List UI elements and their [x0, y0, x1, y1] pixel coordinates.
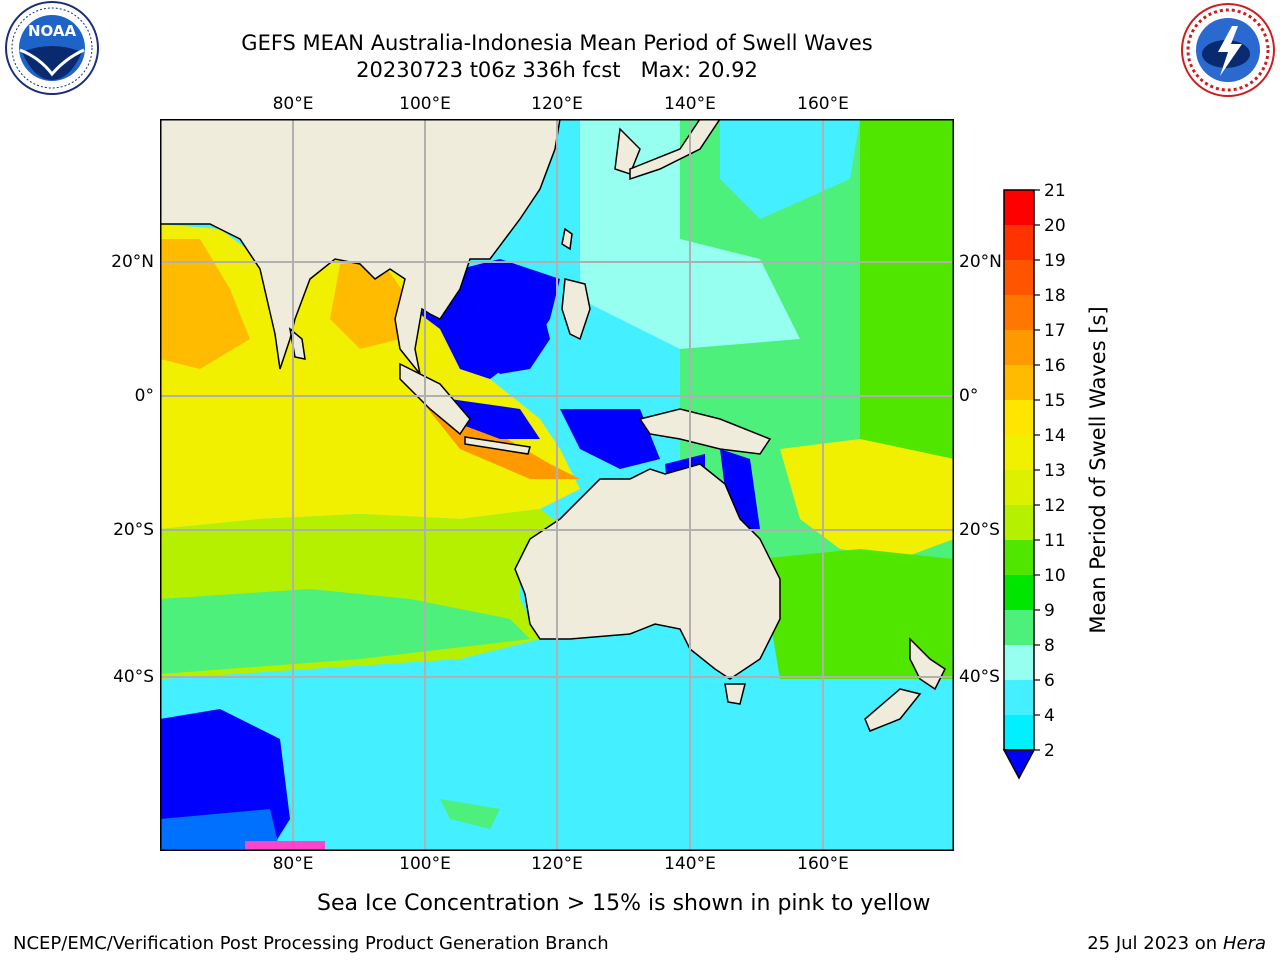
lat-label-left-40s: 40°S [113, 667, 154, 687]
lon-label-top-160e: 160°E [797, 94, 849, 114]
tasmania [724, 683, 746, 705]
java-sea-low-zone [450, 399, 540, 439]
run-date: 25 Jul 2023 on Hera [1087, 933, 1266, 954]
colorbar-swatch [1004, 610, 1034, 645]
colorbar-swatch [1004, 330, 1034, 365]
lon-label-bottom-120e: 120°E [531, 854, 583, 874]
australia [514, 463, 781, 680]
colorbar-tick-label: 12 [1044, 496, 1066, 516]
bay-of-bengal-swell-zone [330, 259, 405, 349]
lon-label-bottom-80e: 80°E [272, 854, 314, 874]
colorbar-tick-label: 21 [1044, 181, 1066, 201]
colorbar-swatch [1004, 540, 1034, 575]
colorbar-extend-arrow [1002, 749, 1036, 780]
sumatra [399, 362, 471, 436]
new-zealand-south [864, 688, 922, 732]
colorbar-tick-label: 20 [1044, 216, 1066, 236]
colorbar-swatch [1004, 225, 1034, 260]
coral-coast-low-zone [720, 449, 760, 529]
colorbar-swatch [1004, 645, 1034, 680]
lat-label-right-40s: 40°S [959, 667, 1000, 687]
map-border [160, 119, 954, 851]
colorbar-swatch [1004, 365, 1034, 400]
new-guinea [638, 408, 772, 455]
colorbar-tick-label: 13 [1044, 461, 1066, 481]
colorbar-swatch [1004, 505, 1034, 540]
colorbar-swatch [1004, 435, 1034, 470]
colorbar-swatch [1004, 295, 1034, 330]
southern-ocean-transition-zone [160, 589, 530, 674]
land-masses [160, 119, 946, 732]
colorbar-tick-label: 16 [1044, 356, 1066, 376]
philippines [561, 278, 591, 341]
colorbar-tick-label: 10 [1044, 566, 1066, 586]
lon-label-top-100e: 100°E [399, 94, 451, 114]
colorbar-swatch [1004, 715, 1034, 750]
colorbar-swatch [1004, 400, 1034, 435]
sea-ice-footnote: Sea Ice Concentration > 15% is shown in … [317, 891, 931, 916]
lat-label-right-0: 0° [959, 386, 979, 406]
run-date-text: 25 Jul 2023 on [1087, 933, 1223, 954]
borneo-sea [480, 299, 550, 374]
colorbar-tick-label: 8 [1044, 636, 1055, 656]
lon-label-top-120e: 120°E [531, 94, 583, 114]
japan [629, 119, 721, 181]
lon-label-bottom-160e: 160°E [797, 854, 849, 874]
lon-label-top-140e: 140°E [664, 94, 716, 114]
colorbar: 21 20 19 18 17 16 15 14 13 12 11 10 9 8 6 4 2 [1002, 181, 1066, 780]
colorbar-swatch [1004, 575, 1034, 610]
chart-subtitle: 20230723 t06z 336h fcst Max: 20.92 [356, 58, 758, 82]
lon-label-bottom-100e: 100°E [399, 854, 451, 874]
colorbar-tick-label: 19 [1044, 251, 1066, 271]
lon-label-bottom-140e: 140°E [664, 854, 716, 874]
colorbar-swatch [1004, 260, 1034, 295]
banda-sea-low-zone [560, 409, 660, 469]
colorbar-tick-label: 4 [1044, 706, 1055, 726]
noaa-logo-icon: NOAA [5, 1, 99, 95]
southern-low-zone [160, 809, 280, 851]
taiwan [561, 227, 573, 251]
run-host: Hera [1222, 933, 1266, 954]
southern-patch-zone [440, 799, 500, 829]
arabian-sea-swell-zone [160, 239, 250, 369]
lat-label-right-20n: 20°N [959, 252, 1002, 272]
japan-sea-swell-zone [720, 119, 860, 219]
graticule [160, 119, 954, 851]
colorbar-tick-label: 18 [1044, 286, 1066, 306]
credit-line: NCEP/EMC/Verification Post Processing Pr… [13, 933, 609, 954]
colorbar-swatch [1004, 470, 1034, 505]
colorbar-swatch [1004, 680, 1034, 715]
lat-label-left-20n: 20°N [111, 252, 154, 272]
lat-label-left-0: 0° [134, 386, 154, 406]
colorbar-tick-label: 2 [1044, 741, 1055, 761]
colorbar-label: Mean Period of Swell Waves [s] [1086, 306, 1110, 634]
java [464, 436, 531, 455]
colorbar-tick-label: 11 [1044, 531, 1066, 551]
svg-text:NOAA: NOAA [28, 22, 77, 40]
colorbar-tick-label: 9 [1044, 601, 1055, 621]
colorbar-swatch [1004, 190, 1034, 225]
lon-label-top-80e: 80°E [272, 94, 314, 114]
colorbar-tick-label: 17 [1044, 321, 1066, 341]
asia-mainland [160, 119, 561, 375]
colorbar-tick-label: 14 [1044, 426, 1066, 446]
sea-ice-edge [245, 841, 325, 851]
nws-logo-icon [1181, 3, 1275, 97]
lat-label-right-20s: 20°S [959, 520, 1000, 540]
chart-title: GEFS MEAN Australia-Indonesia Mean Perio… [241, 31, 873, 55]
swell-period-map [160, 119, 954, 851]
lat-label-left-20s: 20°S [113, 520, 154, 540]
colorbar-tick-label: 15 [1044, 391, 1066, 411]
colorbar-tick-label: 6 [1044, 671, 1055, 691]
